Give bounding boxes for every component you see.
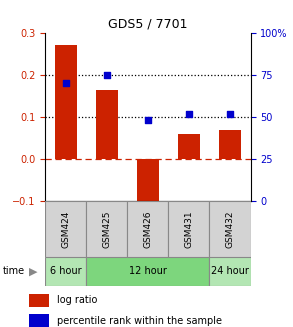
Text: 24 hour: 24 hour xyxy=(211,267,249,276)
Bar xyxy=(209,257,251,286)
Text: GSM425: GSM425 xyxy=(103,210,111,248)
Bar xyxy=(86,257,209,286)
Bar xyxy=(127,201,168,257)
Point xyxy=(187,111,191,116)
Text: 12 hour: 12 hour xyxy=(129,267,167,276)
Text: time: time xyxy=(3,267,25,276)
Text: GSM424: GSM424 xyxy=(62,210,70,248)
Bar xyxy=(219,129,241,159)
Point xyxy=(146,118,150,123)
Text: ▶: ▶ xyxy=(29,267,38,276)
Point xyxy=(105,72,109,77)
Text: GSM426: GSM426 xyxy=(144,210,152,248)
Bar xyxy=(178,134,200,159)
Point xyxy=(64,80,68,86)
Bar xyxy=(137,159,159,207)
Bar xyxy=(86,201,127,257)
Bar xyxy=(29,314,49,327)
Bar xyxy=(54,45,77,159)
Bar xyxy=(45,201,86,257)
Title: GDS5 / 7701: GDS5 / 7701 xyxy=(108,17,188,30)
Bar xyxy=(96,90,118,159)
Bar xyxy=(168,201,209,257)
Bar xyxy=(45,257,86,286)
Bar xyxy=(209,201,251,257)
Point xyxy=(228,111,232,116)
Text: percentile rank within the sample: percentile rank within the sample xyxy=(57,316,222,326)
Bar xyxy=(29,294,49,307)
Text: 6 hour: 6 hour xyxy=(50,267,82,276)
Text: log ratio: log ratio xyxy=(57,296,97,305)
Text: GSM432: GSM432 xyxy=(226,210,234,248)
Text: GSM431: GSM431 xyxy=(185,210,193,248)
